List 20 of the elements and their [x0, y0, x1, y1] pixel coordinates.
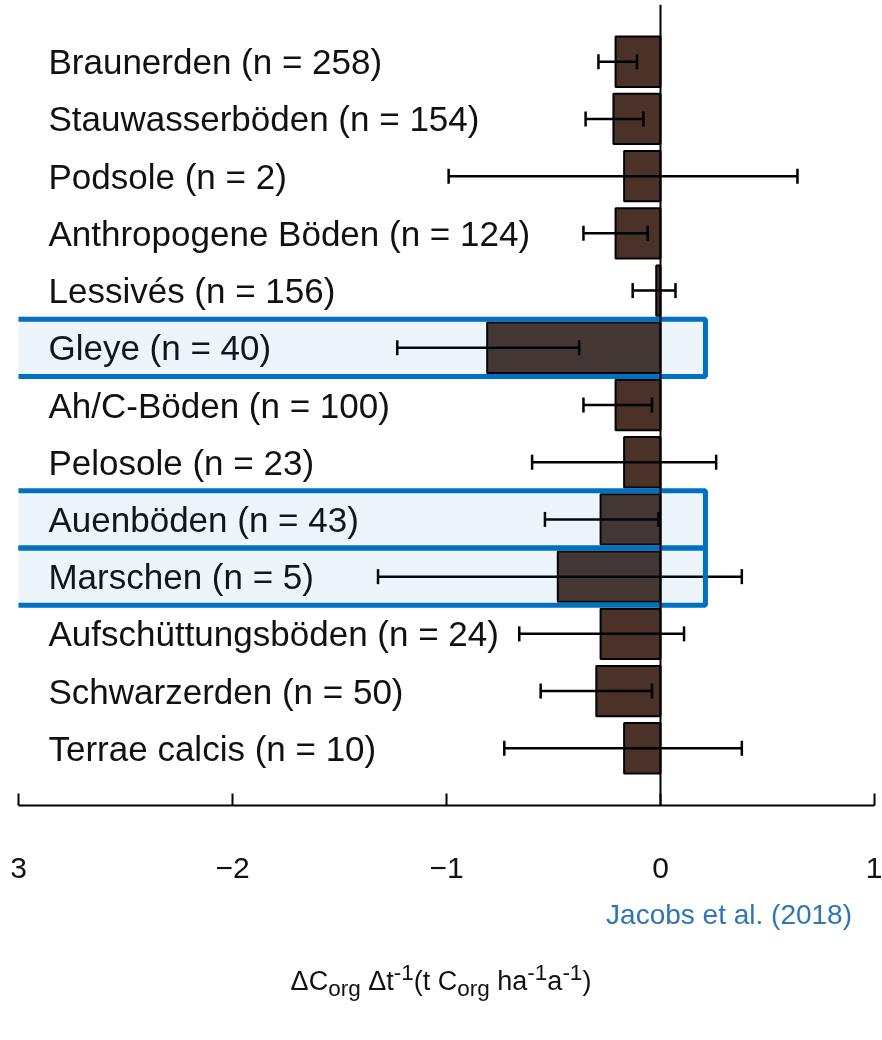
y-tick-label: Aufschüttungsböden (n = 24): [48, 614, 499, 654]
y-tick-label: Ah/C-Böden (n = 100): [48, 385, 390, 425]
y-tick-label: Gleye (n = 40): [48, 328, 272, 368]
y-tick-label: Stauwasserböden (n = 154): [48, 99, 480, 139]
x-tick-label: 3: [10, 850, 27, 884]
x-tick-label: 0: [652, 850, 669, 884]
x-tick-label: −1: [429, 850, 464, 884]
y-tick-label: Marschen (n = 5): [48, 557, 314, 597]
y-tick-label: Pelosole (n = 23): [48, 442, 315, 482]
x-tick-label: −2: [215, 850, 250, 884]
y-tick-label: Lessivés (n = 156): [48, 271, 336, 311]
text: ΔC$_{org}$ Δt$^{-1}$(t C$_{org}$ ha$^{-1}$a$^{-1}$): [290, 960, 592, 1002]
y-tick-label: Braunerden (n = 258): [48, 42, 383, 82]
x-tick-label: 1: [865, 850, 882, 884]
y-tick-label: Schwarzerden (n = 50): [48, 671, 404, 711]
y-tick-label: Terrae calcis (n = 10): [48, 728, 377, 768]
text: Jacobs et al. (2018): [605, 898, 852, 932]
y-tick-label: Anthropogene Böden (n = 124): [48, 213, 531, 253]
y-tick-label: Auenböden (n = 43): [48, 499, 359, 539]
y-tick-label: Podsole (n = 2): [48, 156, 287, 196]
